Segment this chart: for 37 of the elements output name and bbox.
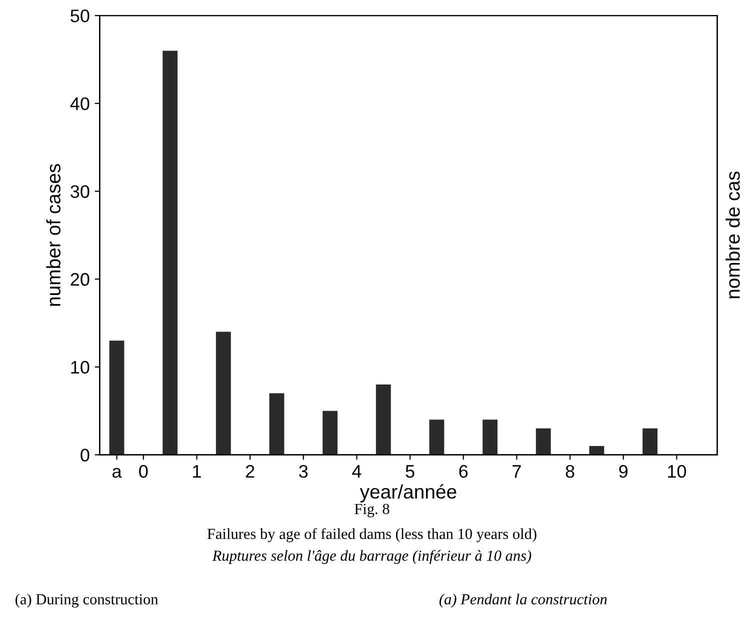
x-tick-label: 10 (668, 464, 686, 478)
y-tick-label: 20 (70, 273, 90, 286)
y-tick-label: 0 (80, 448, 90, 462)
y-tick-label: 40 (70, 97, 90, 110)
bar (216, 332, 231, 455)
bar (642, 428, 658, 455)
text: Ruptures selon l'âge du barrage (inférieur à 10 ans) (212, 550, 532, 564)
text: (a) During construction (16, 594, 158, 608)
bar (109, 340, 124, 455)
x-tick-label: 6 (459, 464, 468, 478)
x-tick-label: 1 (193, 465, 201, 478)
x-tick-label: a (112, 468, 122, 478)
x-tick-label: 5 (406, 465, 414, 478)
bar (376, 384, 391, 455)
bar (589, 446, 604, 455)
y-axis-title: number of cases (46, 164, 60, 306)
bar (429, 420, 444, 455)
caption: Fig. 8 (354, 504, 390, 518)
bar (482, 420, 498, 455)
x-tick-label: 2 (246, 464, 254, 478)
text: (a) Pendant la construction (439, 594, 607, 608)
x-tick-label: 0 (139, 464, 148, 478)
x-tick-label: 3 (299, 464, 308, 478)
text: Failures by age of failed dams (less than 10 years old) (207, 528, 536, 542)
y2-axis-title: nombre de cas (726, 172, 740, 298)
x-tick-label: 4 (352, 465, 362, 478)
x-tick-label: 9 (619, 464, 628, 478)
x-tick-label: 8 (566, 464, 574, 478)
bar (162, 50, 178, 455)
x-tick-label: 7 (512, 465, 521, 478)
y-tick-label: 10 (71, 360, 90, 374)
bar (322, 410, 338, 455)
bar (269, 393, 284, 455)
y-tick-label: 50 (70, 10, 90, 22)
y-tick-label: 30 (70, 185, 90, 198)
bar (536, 428, 551, 455)
x-axis-title: year/année (360, 484, 456, 502)
